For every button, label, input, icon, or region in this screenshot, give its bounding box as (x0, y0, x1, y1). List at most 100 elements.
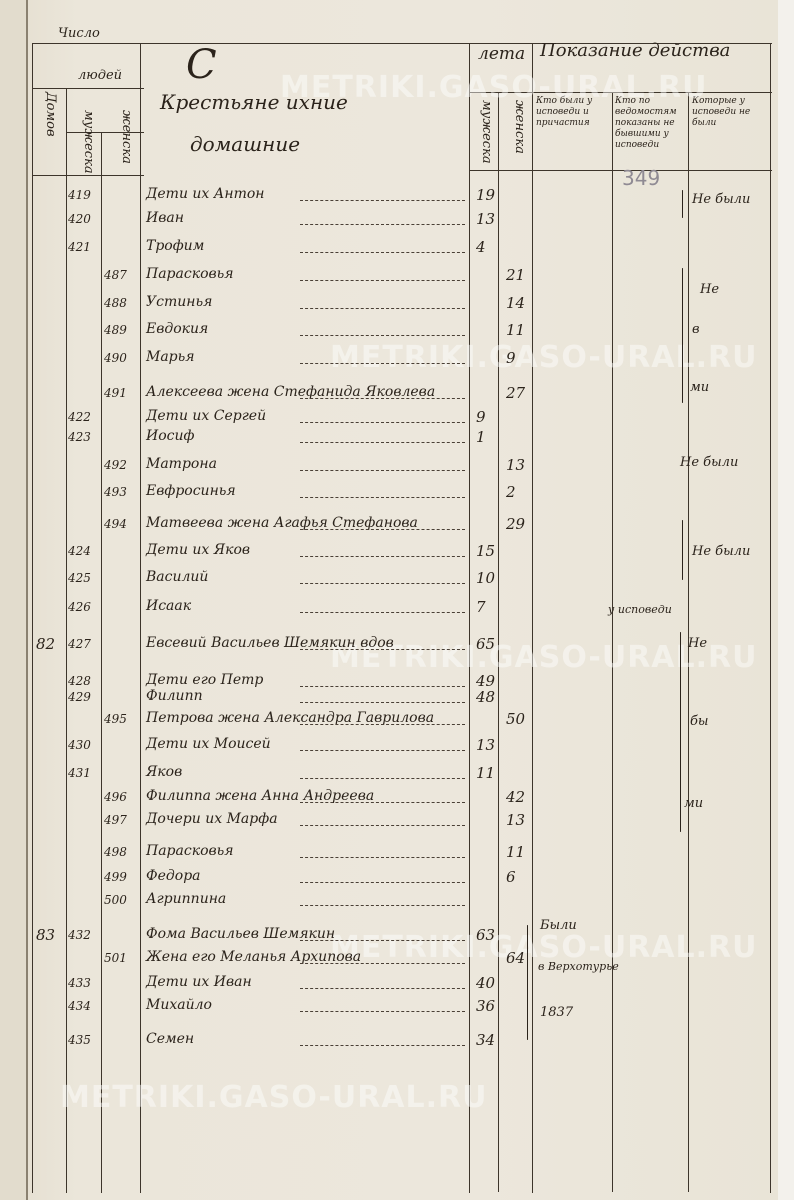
male-age: 1 (476, 428, 486, 446)
fill-line (300, 280, 465, 281)
female-number: 495 (104, 712, 127, 726)
person-name: Яков (146, 764, 183, 780)
female-age: 13 (506, 456, 526, 474)
header-domov: Домов (43, 92, 58, 137)
header-pokazanie: Показание действа (540, 40, 731, 61)
header-bottom-left (32, 175, 144, 176)
person-name: Федора (146, 868, 201, 884)
fill-line (300, 363, 465, 364)
brace (680, 632, 681, 832)
watermark: METRIKI.GASO-URAL.RU (330, 340, 758, 375)
female-number: 496 (104, 790, 127, 804)
fill-line (300, 857, 465, 858)
brace (682, 268, 683, 403)
person-name: Евсевий Васильев Шемякин вдов (146, 635, 394, 651)
remark: ми (690, 380, 710, 395)
female-age: 29 (506, 515, 526, 533)
female-age: 14 (506, 294, 526, 312)
fill-line (300, 750, 465, 751)
remark: 1837 (540, 1005, 574, 1020)
male-age: 4 (476, 238, 486, 256)
remark: Не (688, 636, 708, 651)
female-number: 490 (104, 351, 127, 365)
brace (682, 190, 683, 218)
top-rule (32, 43, 772, 44)
female-number: 488 (104, 296, 127, 310)
fill-line (300, 224, 465, 225)
male-age: 7 (476, 598, 486, 616)
fill-line (300, 882, 465, 883)
male-number: 432 (68, 928, 91, 942)
male-age: 13 (476, 736, 496, 754)
fill-line (300, 497, 465, 498)
male-age: 15 (476, 542, 496, 560)
female-age: 64 (506, 949, 526, 967)
fill-line (300, 802, 465, 803)
header-rule-lyudey (66, 132, 144, 133)
person-name: Трофим (146, 238, 205, 254)
watermark: METRIKI.GASO-URAL.RU (330, 640, 758, 675)
person-name: Иосиф (146, 428, 195, 444)
female-number: 491 (104, 386, 127, 400)
fill-line (300, 702, 465, 703)
fill-line (300, 778, 465, 779)
fill-line (300, 940, 465, 941)
female-number: 492 (104, 458, 127, 472)
person-name: Исаак (146, 598, 192, 614)
person-name: Петрова жена Александра Гаврилова (146, 710, 435, 726)
brace (527, 925, 528, 1040)
male-age: 19 (476, 186, 496, 204)
male-number: 433 (68, 976, 91, 990)
fill-line (300, 686, 465, 687)
person-name: Агриппина (146, 891, 227, 907)
header-chislo: Число (58, 26, 100, 41)
previous-page-edge (0, 0, 28, 1200)
person-name: Жена его Меланья Архипова (146, 949, 362, 965)
header-muzheska: мужеска (81, 110, 96, 174)
person-name: Матрона (146, 456, 217, 472)
male-number: 426 (68, 600, 91, 614)
fill-line (300, 556, 465, 557)
female-age: 6 (506, 868, 516, 886)
header-col2: Кто по ведомостям показаны не бывшими у … (615, 96, 677, 150)
fill-line (300, 200, 465, 201)
fill-line (300, 308, 465, 309)
person-name: Устинья (146, 294, 213, 310)
col-line (688, 92, 689, 1192)
male-number: 427 (68, 637, 91, 651)
person-name: Василий (146, 569, 209, 585)
person-name: Филиппа жена Анна Андреева (146, 788, 375, 804)
male-number: 428 (68, 674, 91, 688)
col-line (140, 43, 141, 1193)
male-number: 435 (68, 1033, 91, 1047)
female-age: 50 (506, 710, 526, 728)
header-rule-left (32, 88, 144, 89)
female-number: 499 (104, 870, 127, 884)
female-age: 2 (506, 483, 516, 501)
person-name: Иван (146, 210, 184, 226)
col-line (770, 43, 771, 1193)
title-line2: домашние (190, 132, 301, 156)
female-number: 501 (104, 951, 127, 965)
male-number: 425 (68, 571, 91, 585)
person-name: Матвеева жена Агафья Стефанова (146, 515, 418, 531)
col-line (101, 132, 102, 1193)
person-name: Парасковья (146, 266, 234, 282)
fill-line (300, 442, 465, 443)
male-age: 11 (476, 764, 496, 782)
header-col3: Которые у исповеди не были (692, 96, 751, 128)
male-age: 10 (476, 569, 496, 587)
col-line (32, 43, 33, 1193)
female-number: 500 (104, 893, 127, 907)
person-name: Дети их Иван (146, 974, 252, 990)
remark: в Верхотурье (538, 960, 619, 973)
male-number: 421 (68, 240, 91, 254)
remark: в (692, 322, 700, 337)
remark: бы (690, 714, 709, 729)
person-name: Дети его Петр (146, 672, 264, 688)
document-page (0, 0, 778, 1200)
header-lyudey: людей (78, 68, 123, 83)
female-age: 9 (506, 349, 516, 367)
col-line (532, 43, 533, 1193)
remark: Не были (692, 544, 751, 559)
